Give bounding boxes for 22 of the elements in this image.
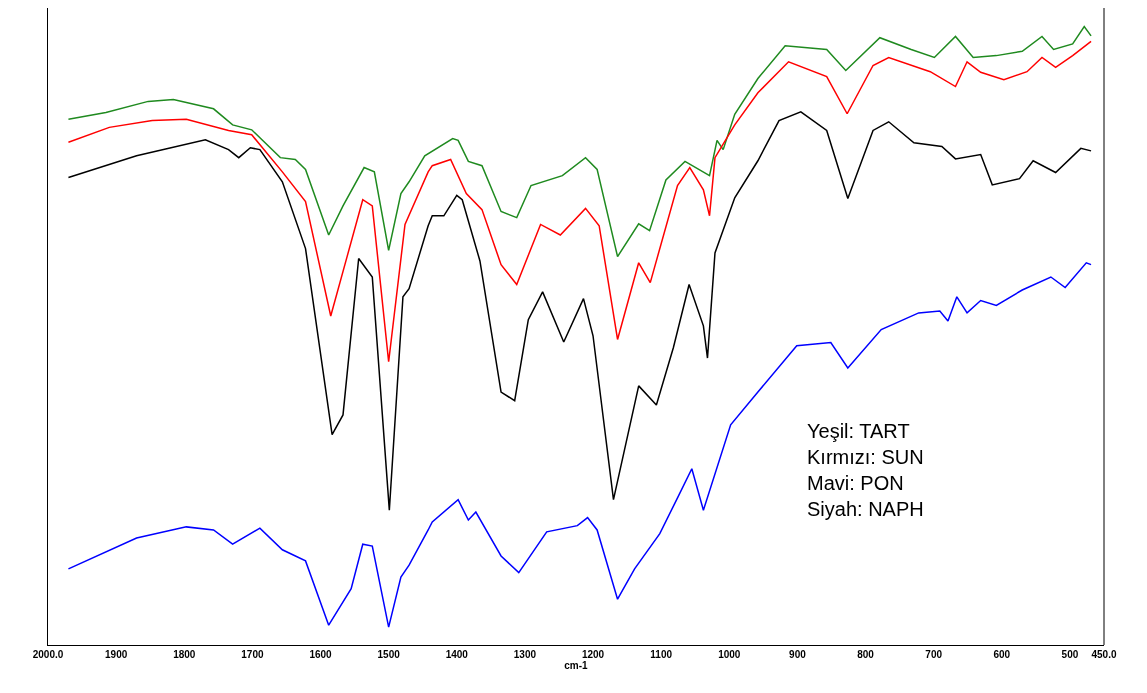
- x-tick-label: 2000.0: [32, 649, 64, 660]
- x-axis-title: cm-1: [564, 660, 589, 671]
- x-tick-label: 1700: [241, 649, 264, 660]
- x-tick-label: 1200: [581, 649, 605, 660]
- annotation: Kırmızı: SUN: [807, 446, 924, 468]
- annotation: Yeşil: TART: [807, 420, 910, 442]
- x-tick-label: 600: [993, 649, 1011, 660]
- annotation: Mavi: PON: [807, 472, 904, 494]
- x-tick-label: 450.0: [1091, 649, 1117, 660]
- x-tick-label: 700: [925, 649, 943, 660]
- x-tick-label: 1400: [445, 649, 469, 660]
- x-tick-label: 1800: [173, 649, 196, 660]
- x-tick-label: 1500: [377, 649, 401, 660]
- x-tick-label: 900: [789, 649, 807, 660]
- x-tick-label: 1000: [718, 649, 741, 660]
- x-tick-label: 1100: [650, 649, 673, 660]
- annotation: Siyah: NAPH: [807, 498, 924, 520]
- x-tick-label: 1900: [105, 649, 128, 660]
- x-tick-label: 1600: [309, 649, 333, 660]
- x-tick-label: 500: [1061, 649, 1079, 660]
- x-tick-label: 800: [857, 649, 875, 660]
- x-tick-label: 1300: [513, 649, 537, 660]
